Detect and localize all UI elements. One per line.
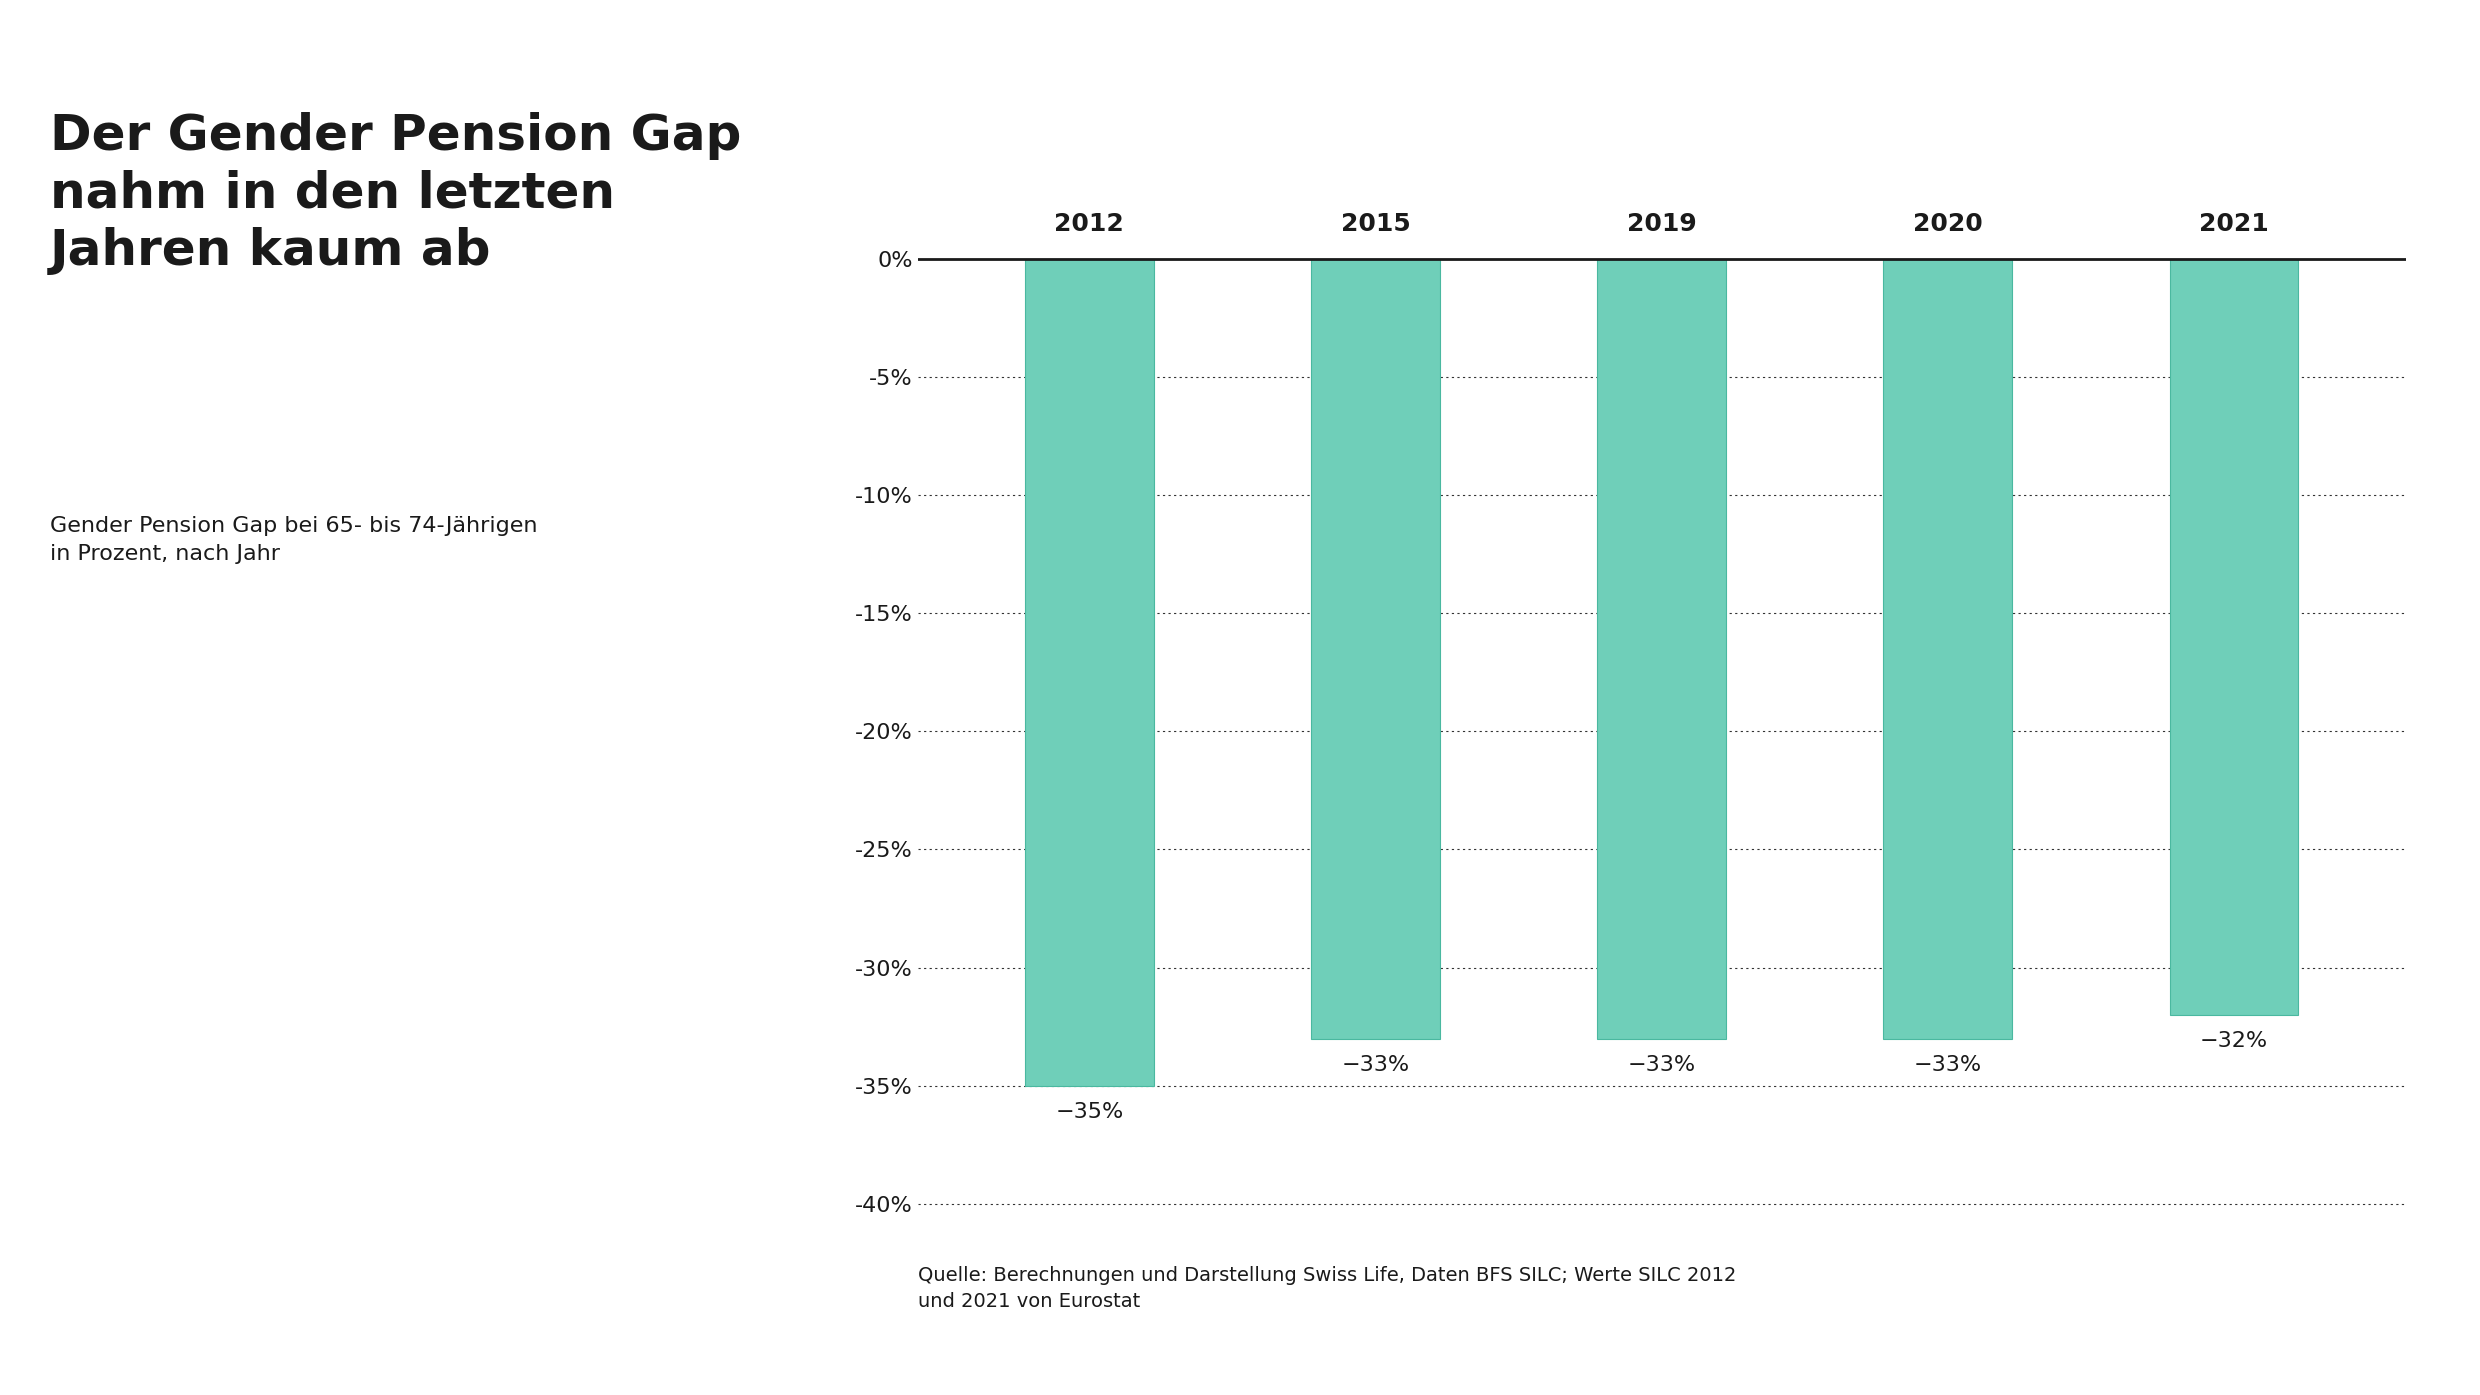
- Text: 2015: 2015: [1342, 212, 1411, 236]
- Bar: [1312, 258, 1441, 1038]
- Text: 2021: 2021: [2200, 212, 2269, 236]
- Text: Gender Pension Gap bei 65- bis 74-Jährigen
in Prozent, nach Jahr: Gender Pension Gap bei 65- bis 74-Jährig…: [50, 516, 538, 564]
- Text: −33%: −33%: [1342, 1055, 1409, 1076]
- Text: Der Gender Pension Gap
nahm in den letzten
Jahren kaum ab: Der Gender Pension Gap nahm in den letzt…: [50, 112, 742, 275]
- Text: −32%: −32%: [2200, 1031, 2269, 1052]
- Text: −33%: −33%: [1627, 1055, 1696, 1076]
- Text: 2019: 2019: [1627, 212, 1696, 236]
- Text: Quelle: Berechnungen und Darstellung Swiss Life, Daten BFS SILC; Werte SILC 2012: Quelle: Berechnungen und Darstellung Swi…: [918, 1265, 1736, 1311]
- Text: 2020: 2020: [1912, 212, 1982, 236]
- Text: −33%: −33%: [1915, 1055, 1982, 1076]
- Text: −35%: −35%: [1054, 1102, 1123, 1123]
- Text: 2012: 2012: [1054, 212, 1123, 236]
- Bar: [1597, 258, 1726, 1038]
- Bar: [2170, 258, 2299, 1016]
- Bar: [1024, 258, 1153, 1085]
- Bar: [1882, 258, 2011, 1038]
